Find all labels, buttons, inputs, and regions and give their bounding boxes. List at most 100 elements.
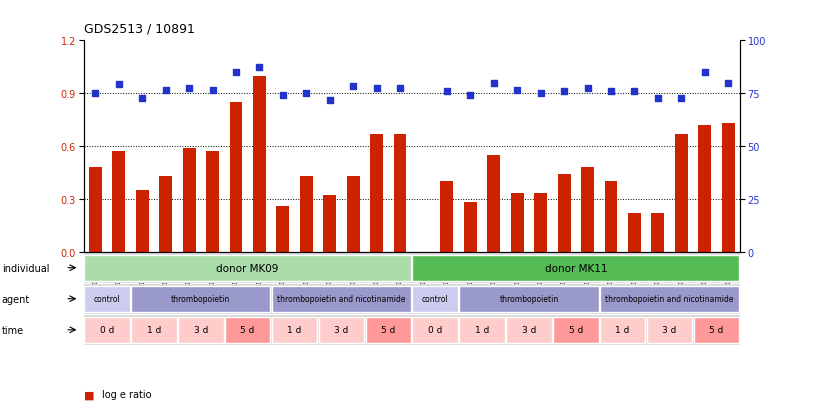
Bar: [459, 317, 505, 343]
Point: [487, 80, 501, 87]
Bar: [675, 134, 688, 252]
Point: [558, 89, 571, 95]
Bar: [394, 134, 406, 252]
Text: ■: ■: [84, 389, 94, 399]
Point: [534, 91, 548, 97]
Point: [182, 85, 196, 92]
Bar: [628, 213, 641, 252]
Bar: [647, 317, 692, 343]
Point: [159, 87, 172, 94]
Bar: [206, 152, 219, 252]
Text: thrombopoietin: thrombopoietin: [171, 294, 231, 304]
Bar: [581, 168, 594, 252]
Bar: [534, 194, 547, 252]
Text: 5 d: 5 d: [709, 325, 724, 335]
Text: 5 d: 5 d: [568, 325, 583, 335]
Bar: [365, 317, 411, 343]
Text: agent: agent: [2, 294, 30, 304]
Bar: [324, 196, 336, 252]
Point: [511, 87, 524, 94]
Point: [581, 85, 594, 92]
Point: [89, 91, 102, 97]
Point: [604, 89, 618, 95]
Bar: [300, 176, 313, 252]
Text: 0 d: 0 d: [428, 325, 442, 335]
Bar: [412, 255, 739, 281]
Point: [675, 96, 688, 102]
Point: [441, 89, 454, 95]
Bar: [511, 194, 523, 252]
Point: [299, 91, 313, 97]
Bar: [698, 126, 711, 252]
Point: [464, 93, 477, 99]
Bar: [651, 213, 665, 252]
Bar: [721, 124, 735, 252]
Text: control: control: [94, 294, 120, 304]
Bar: [441, 182, 453, 252]
Text: 3 d: 3 d: [194, 325, 208, 335]
Text: 1 d: 1 d: [147, 325, 161, 335]
Text: donor MK09: donor MK09: [217, 263, 279, 273]
Bar: [600, 317, 645, 343]
Bar: [464, 203, 477, 252]
Bar: [277, 206, 289, 252]
Bar: [487, 155, 500, 252]
Bar: [412, 317, 458, 343]
Bar: [558, 175, 570, 252]
Bar: [694, 317, 739, 343]
Bar: [112, 152, 125, 252]
Bar: [272, 286, 411, 312]
Bar: [319, 317, 364, 343]
Text: individual: individual: [2, 263, 49, 273]
Point: [135, 96, 149, 102]
Text: control: control: [422, 294, 449, 304]
Point: [651, 96, 665, 102]
Text: 3 d: 3 d: [662, 325, 676, 335]
Bar: [553, 317, 599, 343]
Text: donor MK11: donor MK11: [544, 263, 607, 273]
Bar: [459, 286, 599, 312]
Point: [393, 85, 406, 92]
Bar: [506, 317, 552, 343]
Point: [112, 82, 125, 88]
Text: 3 d: 3 d: [522, 325, 536, 335]
Text: thrombopoietin: thrombopoietin: [499, 294, 558, 304]
Bar: [347, 176, 359, 252]
Bar: [182, 148, 196, 252]
Bar: [131, 317, 176, 343]
Point: [628, 89, 641, 95]
Bar: [412, 286, 458, 312]
Text: 5 d: 5 d: [381, 325, 395, 335]
Bar: [230, 103, 242, 252]
Text: time: time: [2, 325, 23, 335]
Text: log e ratio: log e ratio: [102, 389, 151, 399]
Point: [229, 69, 242, 76]
Point: [346, 83, 359, 90]
Text: GDS2513 / 10891: GDS2513 / 10891: [84, 22, 195, 35]
Bar: [225, 317, 270, 343]
Text: percentile rank within the sample: percentile rank within the sample: [102, 412, 267, 413]
Bar: [84, 255, 411, 281]
Bar: [131, 286, 270, 312]
Bar: [253, 76, 266, 252]
Text: 1 d: 1 d: [475, 325, 489, 335]
Text: 1 d: 1 d: [288, 325, 302, 335]
Point: [252, 64, 266, 71]
Text: thrombopoietin and nicotinamide: thrombopoietin and nicotinamide: [278, 294, 405, 304]
Text: thrombopoietin and nicotinamide: thrombopoietin and nicotinamide: [605, 294, 734, 304]
Text: 0 d: 0 d: [99, 325, 115, 335]
Point: [323, 98, 336, 104]
Point: [206, 87, 219, 94]
Text: 3 d: 3 d: [334, 325, 349, 335]
Text: 5 d: 5 d: [241, 325, 255, 335]
Bar: [159, 176, 172, 252]
Bar: [135, 190, 149, 252]
Bar: [178, 317, 223, 343]
Bar: [84, 317, 130, 343]
Text: 1 d: 1 d: [615, 325, 630, 335]
Point: [370, 85, 383, 92]
Point: [698, 69, 711, 76]
Bar: [272, 317, 318, 343]
Bar: [370, 134, 383, 252]
Bar: [89, 168, 102, 252]
